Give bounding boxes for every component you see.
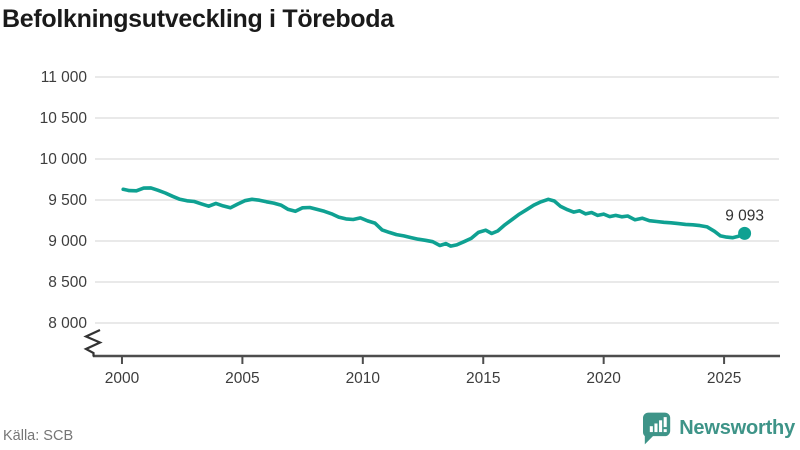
- population-line-chart: 8 000 8 500 9 000 9 500 10 000 10 500 11 000 20…: [40, 69, 780, 387]
- x-tick-label: 2025: [707, 370, 741, 387]
- y-tick-label: 10 000: [40, 151, 88, 168]
- x-tick-label: 2005: [225, 370, 259, 387]
- x-tick-label: 2010: [346, 370, 381, 387]
- source-label: Källa: SCB: [3, 428, 74, 444]
- end-point-marker: [738, 226, 752, 240]
- population-line: [121, 186, 747, 248]
- brand-name-label: Newsworthy: [679, 416, 795, 439]
- exclamation-dot: [663, 429, 667, 433]
- y-tick-label: 8 500: [48, 274, 87, 291]
- y-tick-label: 8 000: [48, 315, 87, 332]
- y-tick-label: 9 000: [48, 233, 87, 250]
- bar-small: [649, 426, 654, 433]
- chart-title: Befolkningsutveckling i Töreboda: [2, 5, 394, 33]
- bar-large: [659, 420, 663, 433]
- axis-break-icon: [83, 329, 103, 357]
- y-tick-label: 9 500: [48, 192, 87, 209]
- newsworthy-branding: Newsworthy: [643, 411, 795, 445]
- x-tick-label: 2015: [466, 370, 500, 387]
- newsworthy-speech-bubble-chart-icon: [643, 412, 671, 445]
- bar-medium: [654, 423, 658, 433]
- y-tick-label: 11 000: [41, 69, 88, 86]
- x-tick-label: 2020: [586, 370, 621, 387]
- exclamation-bar: [663, 417, 667, 428]
- x-tick-label: 2000: [105, 370, 140, 387]
- y-tick-label: 10 500: [40, 110, 88, 127]
- end-value-label: 9 093: [725, 207, 764, 224]
